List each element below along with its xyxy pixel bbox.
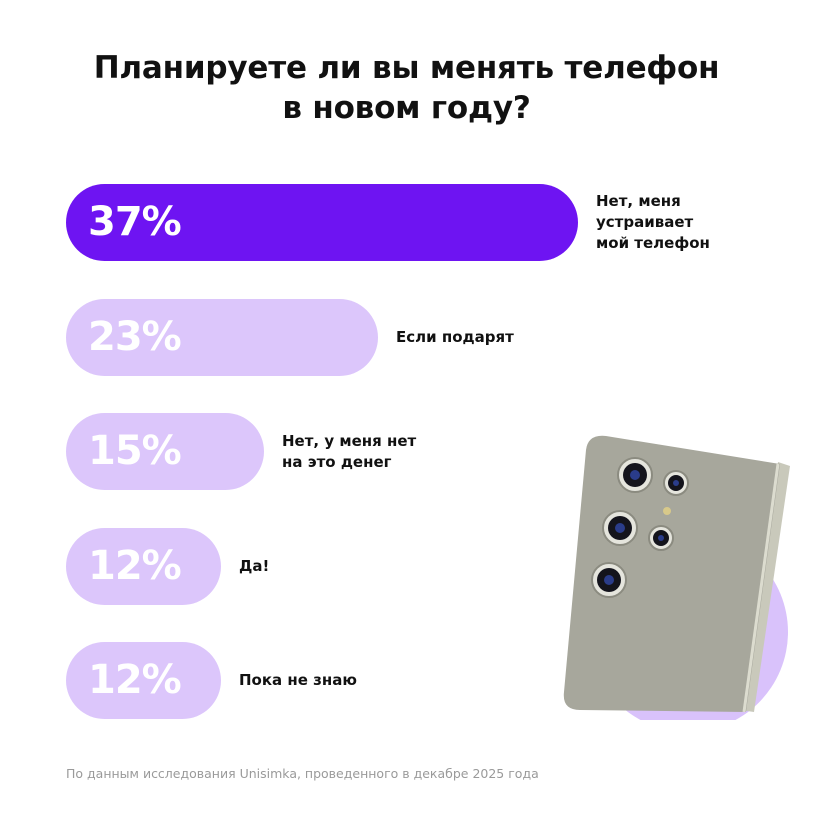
phone-illustration <box>563 435 790 720</box>
bar-category-label-line: мой телефон <box>596 234 710 252</box>
bar-category-label: Нет, меня устраивает мой телефон <box>596 191 710 254</box>
bar-3: 15% <box>66 413 264 490</box>
camera-lens-3-icon <box>602 510 638 546</box>
bar-value-label: 12% <box>88 543 182 589</box>
bar-category-label-line: устраивает <box>596 213 694 231</box>
bar-category-label-line: на это денег <box>282 453 392 471</box>
bar-category-label: Пока не знаю <box>239 670 357 691</box>
bar-value-label: 23% <box>88 314 182 360</box>
bar-value-label: 37% <box>88 199 182 245</box>
bar-category-label-line: Нет, меня <box>596 192 681 210</box>
bar-value-label: 12% <box>88 657 182 703</box>
chart-title-line-2: в новом году? <box>282 90 531 126</box>
bar-category-label-line: Если подарят <box>396 328 514 346</box>
camera-lens-1-icon <box>617 457 653 493</box>
bar-category-label-line: Пока не знаю <box>239 671 357 689</box>
bar-category-label: Если подарят <box>396 327 514 348</box>
bar-category-label-line: Да! <box>239 557 270 575</box>
bar-category-label-line: Нет, у меня нет <box>282 432 417 450</box>
bar-4: 12% <box>66 528 221 605</box>
bar-5: 12% <box>66 642 221 719</box>
bar-category-label: Нет, у меня нет на это денег <box>282 431 416 473</box>
flash-icon <box>663 507 671 515</box>
phone-edge-highlight <box>742 463 780 713</box>
bar-2: 23% <box>66 299 378 376</box>
source-footnote: По данным исследования Unisimka, проведе… <box>66 766 539 781</box>
camera-lens-4-icon <box>648 525 674 551</box>
bar-category-label: Да! <box>239 556 269 577</box>
bar-1: 37% <box>66 184 578 261</box>
camera-lens-2-icon <box>663 470 689 496</box>
chart-title-line-1: Планируете ли вы менять телефон <box>93 50 720 86</box>
chart-title: Планируете ли вы менять телефон в новом … <box>0 48 813 128</box>
bar-value-label: 15% <box>88 428 182 474</box>
camera-lens-5-icon <box>591 562 627 598</box>
phone-body <box>563 435 780 712</box>
